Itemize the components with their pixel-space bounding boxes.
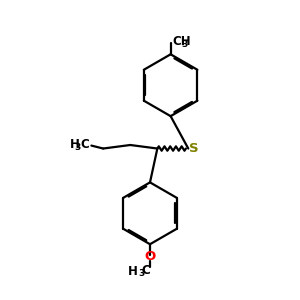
Text: O: O (144, 250, 156, 263)
Text: S: S (190, 142, 199, 155)
Text: C: C (142, 264, 151, 277)
Text: 3: 3 (182, 40, 188, 49)
Text: 3: 3 (74, 143, 80, 152)
Text: H: H (70, 138, 80, 151)
Text: 3: 3 (138, 269, 144, 278)
Text: C: C (80, 138, 89, 151)
Text: H: H (128, 265, 138, 278)
Text: CH: CH (172, 35, 191, 48)
